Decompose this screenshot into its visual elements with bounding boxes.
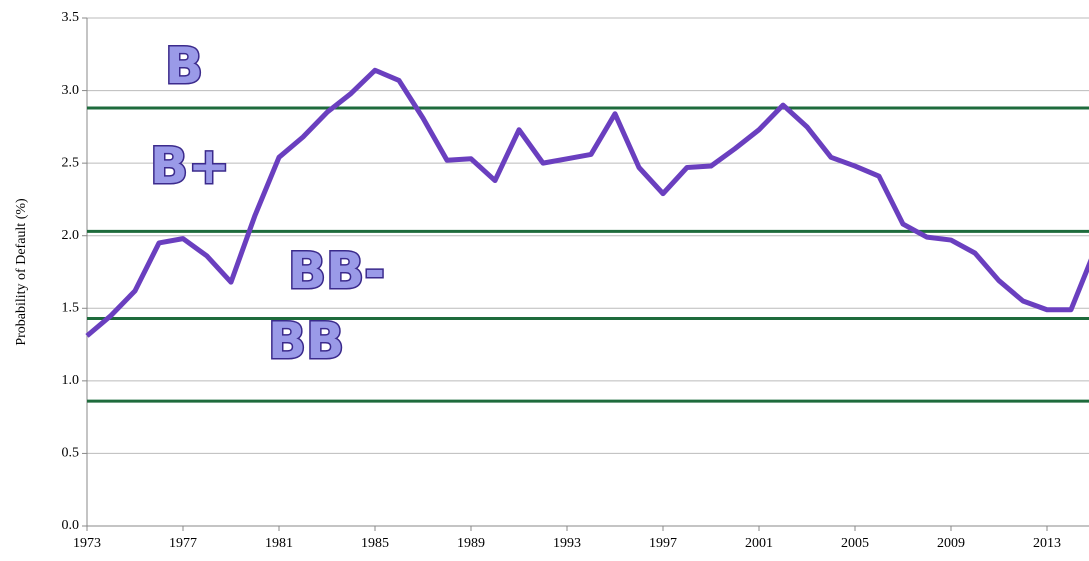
x-tick-label: 1973 [73, 536, 101, 551]
x-tick-label: 2005 [841, 536, 869, 551]
x-tick-label: 1993 [553, 536, 581, 551]
x-tick-label: 1997 [649, 536, 677, 551]
annotation: B+ [150, 137, 230, 195]
x-tick-label: 2009 [937, 536, 965, 551]
y-tick-label: 1.0 [62, 373, 80, 388]
y-tick-label: 3.5 [62, 10, 80, 25]
x-tick-label: 2001 [745, 536, 773, 551]
y-tick-label: 1.5 [62, 301, 80, 316]
x-tick-label: 1981 [265, 536, 293, 551]
y-axis-label: Probability of Default (%) [14, 198, 29, 346]
y-tick-label: 0.0 [62, 518, 80, 533]
y-tick-label: 2.0 [62, 228, 80, 243]
annotation: B [165, 37, 203, 95]
x-tick-label: 1989 [457, 536, 485, 551]
x-tick-label: 1985 [361, 536, 389, 551]
y-tick-label: 3.0 [62, 83, 80, 98]
x-tick-label: 1977 [169, 536, 197, 551]
annotation: BB- [288, 242, 385, 300]
y-tick-label: 2.5 [62, 155, 80, 170]
x-tick-label: 2013 [1033, 536, 1061, 551]
data-line [85, 67, 1089, 338]
annotation: BB [268, 312, 344, 370]
y-tick-label: 0.5 [62, 446, 80, 461]
